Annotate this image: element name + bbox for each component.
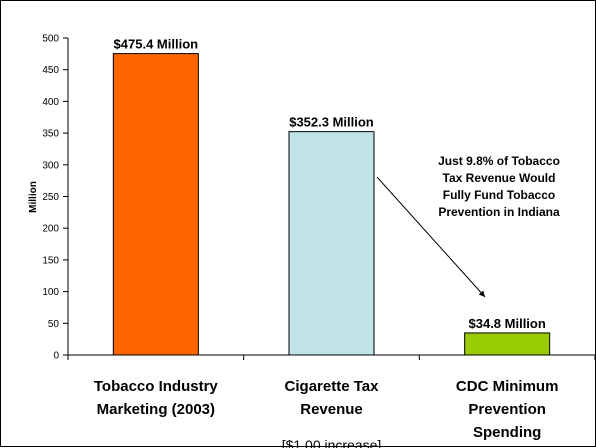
category-label-line: CDC Minimum <box>456 378 559 395</box>
annotation-line: Just 9.8% of Tobacco <box>438 154 560 168</box>
axes <box>67 38 596 360</box>
bar <box>464 332 551 356</box>
data-label: $352.3 Million <box>289 115 374 130</box>
data-labels: $475.4 Million $352.3 Million $34.8 Millio… <box>114 37 546 331</box>
data-label: $475.4 Million <box>114 37 199 52</box>
y-tick-label: 300 <box>42 160 59 171</box>
y-tick-label: 250 <box>42 192 59 203</box>
category-label-line: Revenue <box>300 401 363 418</box>
y-tick-label: 0 <box>53 351 59 362</box>
category-label-line: Marketing (2003) <box>97 401 215 418</box>
category-labels: Tobacco Industry Marketing (2003) Cigarett… <box>94 378 559 448</box>
annotation-line: Prevention in Indiana <box>438 205 560 219</box>
y-tick-label: 100 <box>42 287 59 298</box>
y-tick-label: 150 <box>42 255 59 266</box>
category-label-line: Cigarette Tax <box>285 378 380 395</box>
category-label: Tobacco Industry Marketing (2003) <box>94 378 219 418</box>
y-tick-label: 500 <box>42 34 59 45</box>
category-label: Cigarette Tax Revenue <box>285 378 380 418</box>
annotation-line: Tax Revenue Would <box>443 171 556 185</box>
y-tick-label: 350 <box>42 129 59 140</box>
y-tick-label: 450 <box>42 65 59 76</box>
bars <box>112 53 551 356</box>
y-tick-label: 50 <box>48 319 60 330</box>
category-note: [$1.00 increase] <box>282 437 382 448</box>
annotation-line: Fully Fund Tobacco <box>443 188 555 202</box>
category-label-line: Prevention <box>468 401 546 418</box>
category-label-line: Spending <box>473 424 541 441</box>
data-label: $34.8 Million <box>469 316 546 331</box>
annotation-text: Just 9.8% of Tobacco Tax Revenue Would Ful… <box>438 154 560 219</box>
annotation: Just 9.8% of Tobacco Tax Revenue Would Ful… <box>438 154 560 219</box>
y-tick-label: 400 <box>42 97 59 108</box>
category-label-line: Tobacco Industry <box>94 378 219 395</box>
bar <box>288 131 375 356</box>
y-axis-ticks: 0 50 100 150 200 250 300 350 400 450 500 <box>42 34 68 362</box>
category-label: CDC Minimum Prevention Spending <box>456 378 559 441</box>
bar <box>112 53 199 356</box>
y-axis-label: Million <box>28 181 39 213</box>
y-tick-label: 200 <box>42 224 59 235</box>
annotation-arrow <box>376 176 486 298</box>
